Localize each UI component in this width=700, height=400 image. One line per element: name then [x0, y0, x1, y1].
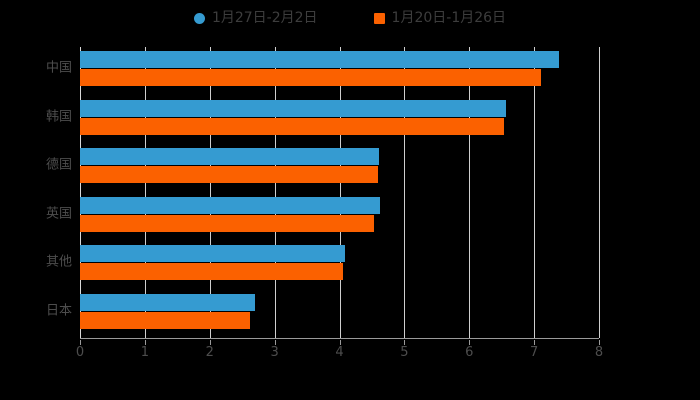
x-axis-tick [144, 340, 146, 345]
bar[interactable] [80, 293, 256, 311]
bar[interactable] [80, 263, 344, 280]
x-axis-tick-label: 0 [75, 345, 85, 360]
bar[interactable] [80, 214, 374, 232]
bar-group [80, 96, 599, 145]
bar[interactable] [80, 166, 379, 183]
gridline [144, 47, 146, 338]
x-axis-line [80, 338, 599, 339]
bar[interactable] [80, 148, 380, 165]
x-axis-tick-label: 2 [205, 345, 214, 360]
x-axis-tick [209, 340, 211, 345]
bar[interactable] [80, 69, 541, 86]
bar-group [80, 193, 599, 242]
x-axis-tick-label: 7 [529, 345, 539, 360]
bar[interactable] [80, 311, 250, 329]
bar-group [80, 290, 599, 339]
plot-area [80, 47, 600, 339]
y-axis-tick-label: 德国 [45, 157, 72, 173]
x-axis-tick-label: 5 [400, 345, 409, 360]
y-axis-tick-label: 中国 [45, 60, 72, 76]
legend-label: 1月27日-2月2日 [211, 10, 318, 26]
bar-group [80, 241, 599, 290]
x-axis-tick [534, 340, 536, 345]
y-axis-tick-label: 其他 [45, 254, 72, 270]
bar[interactable] [80, 245, 345, 262]
x-axis-tick [469, 340, 471, 345]
gridline [274, 47, 276, 338]
gridline [209, 47, 211, 338]
legend-item[interactable]: 1月27日-2月2日 [193, 10, 318, 26]
x-axis-tick [339, 340, 341, 345]
legend-label: 1月20日-1月26日 [391, 10, 507, 26]
bar[interactable] [80, 99, 507, 117]
legend-marker-square-icon [373, 12, 385, 24]
y-axis-tick-label: 日本 [45, 303, 72, 318]
x-axis-tick-label: 1 [140, 345, 150, 360]
y-axis-tick-label: 韩国 [45, 109, 72, 124]
x-axis-tick-label: 8 [594, 345, 604, 360]
gridline [404, 47, 406, 338]
x-axis-tick-label: 4 [335, 345, 344, 360]
x-axis-labels: 0 1 2 3 4 5 6 7 8 [0, 340, 700, 364]
chart-legend: 1月27日-2月2日 1月20日-1月26日 [0, 6, 700, 30]
x-axis-tick [404, 340, 406, 345]
bar[interactable] [80, 117, 505, 135]
x-axis-tick [274, 340, 276, 345]
x-axis-tick-label: 3 [270, 345, 279, 360]
gridline [339, 47, 341, 338]
y-axis-tick-label: 英国 [45, 206, 72, 221]
x-axis-tick-label: 6 [465, 345, 474, 360]
bar-group [80, 144, 599, 193]
y-axis-labels: 中国韩国德国英国其他日本 [0, 47, 72, 338]
x-axis-tick [80, 340, 81, 345]
gridline [469, 47, 471, 338]
bar[interactable] [80, 196, 381, 214]
legend-item[interactable]: 1月20日-1月26日 [373, 10, 507, 26]
gridline [534, 47, 536, 338]
bar[interactable] [80, 51, 559, 68]
bar-group [80, 47, 599, 96]
x-axis-tick [599, 340, 600, 345]
y-axis-line [80, 47, 81, 338]
legend-marker-circle-icon [193, 12, 205, 24]
gridline [599, 47, 600, 338]
